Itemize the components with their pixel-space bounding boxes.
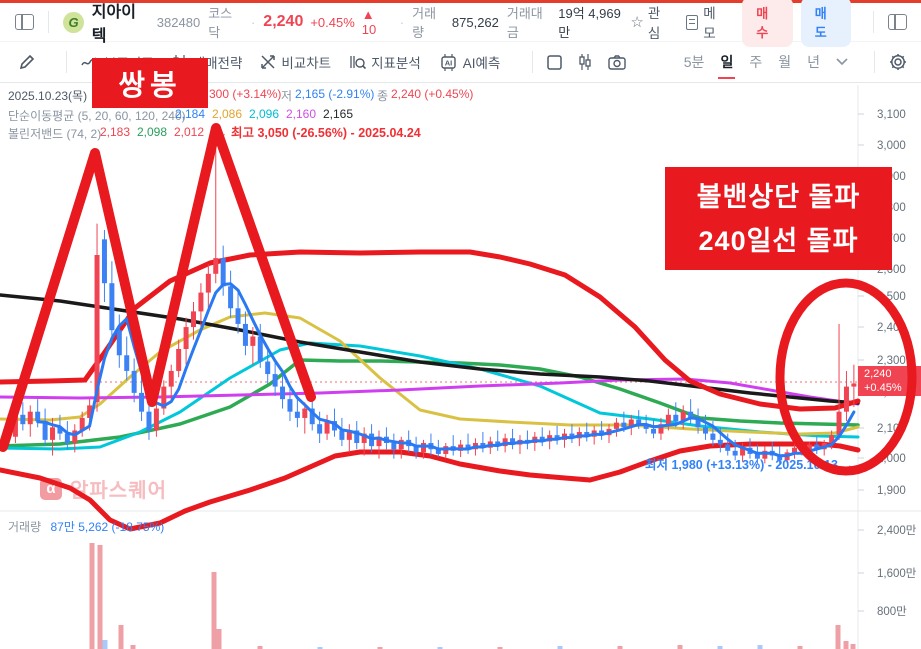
svg-text:3,000: 3,000 [877,140,906,152]
memo-icon [686,14,699,30]
chart-area[interactable] [0,85,858,510]
sma20-value: 2,086 [212,107,243,121]
volume-bar [216,629,222,649]
change-percent: +0.45% [310,14,355,30]
current-price: 2,240 [263,13,304,30]
market-label: 코스닥 [208,6,233,40]
svg-text:2,000: 2,000 [877,453,906,465]
volume-bar [118,625,124,649]
svg-text:2,400: 2,400 [877,322,906,334]
watchlist-button[interactable]: ☆ 관심 [630,6,661,41]
legend-close-value: 2,240 (+0.45%) [391,87,474,101]
svg-text:1,600만: 1,600만 [877,567,917,580]
legend-sma-label: 단순이동평균 (5, 20, 60, 120, 240) [8,109,186,123]
volume-bar [130,645,136,649]
sell-button[interactable]: 매도 [800,0,852,47]
svg-text:2,100: 2,100 [877,423,906,435]
volume-bar [211,572,217,649]
volume-bar [89,543,95,649]
tool-compare[interactable]: 비교차트 [260,52,331,72]
svg-text:2,500: 2,500 [877,291,906,303]
volume-bar [757,645,763,649]
timeframe-5min[interactable]: 5분 [683,54,705,70]
chevron-down-icon[interactable] [836,58,848,66]
legend-close-label: 종 [377,89,389,103]
magnifier-chart-icon [350,56,367,70]
chart-type-icon[interactable] [578,54,592,70]
sma5-value: 2,184 [175,107,206,121]
divider [874,51,875,73]
volume-bar [102,640,108,649]
volume-bar [835,625,841,649]
tool-analysis[interactable]: 지표분석 [349,52,421,72]
stock-logo: G [63,11,84,33]
bb-upper-value: 2,183 [100,125,131,139]
volume-bar [97,545,103,649]
volume-bar [843,641,849,649]
volume-bar [677,645,683,649]
draw-pencil-icon[interactable] [18,53,36,71]
divider [48,11,50,33]
divider [873,11,875,33]
timeframe-day[interactable]: 일 [718,54,736,79]
double-top-annotation-box: 쌍봉 [92,58,208,108]
change-amount: ▲ 10 [361,7,377,37]
svg-text:2,400만: 2,400만 [877,524,917,537]
tool-ai-predict[interactable]: AI AI예측 [439,52,500,72]
volume-label: 거래량 [412,6,437,40]
svg-text:AI: AI [445,58,453,67]
bb-mid-value: 2,098 [137,125,168,139]
svg-text:1,900: 1,900 [877,485,906,497]
stock-code: 382480 [156,14,201,30]
volume-pane-label: 거래량 [8,520,42,534]
settings-gear-icon[interactable] [889,53,907,71]
compare-x-icon [261,55,276,69]
volume-bar [850,644,856,649]
value-label: 거래대금 [506,6,543,40]
legend-low-label: 저 [281,89,293,103]
sma120-value: 2,160 [286,107,317,121]
timeframe-month[interactable]: 월 [778,54,792,70]
volume-bars-group [89,543,856,649]
svg-text:800만: 800만 [877,605,907,618]
sma60-value: 2,096 [249,107,280,121]
legend-high-partial: 300 (+3.14%) [209,87,282,101]
legend-low-value: 2,165 (-2.91%) [295,87,375,101]
stock-name: 지아이텍 [91,4,136,45]
timeframe-week[interactable]: 주 [749,54,763,70]
low-marker-note: 최저 1,980 (+13.13%) - 2025.10.13 → [645,458,854,472]
value-amount: 19억 4,969만 [558,6,621,40]
divider [66,51,67,73]
volume-pane-value: 87만 5,262 (-18.75%) [50,520,165,534]
breakout-annotation-box: 볼밴상단 돌파 240일선 돌파 [665,167,892,270]
header-bar: G 지아이텍 382480 코스닥 · 2,240 +0.45% ▲ 10 · … [0,0,921,47]
sma240-value: 2,165 [323,107,354,121]
layout-select-icon[interactable] [547,54,563,70]
star-icon: ☆ [630,14,644,31]
camera-icon[interactable] [608,54,627,70]
left-panel-toggle-icon[interactable] [15,14,35,30]
divider [532,51,534,73]
buy-button[interactable]: 매수 [742,0,793,47]
volume-legend: 거래량 87만 5,262 (-18.75%) [8,518,164,535]
legend-date: 2025.10.23(목) [8,89,88,103]
bb-lower-value: 2,012 [174,125,205,139]
legend-bb-label: 볼린저밴드 (74, 2) [8,127,102,141]
volume-value: 875,262 [451,14,499,30]
ai-chip-icon: AI [441,53,456,71]
memo-button[interactable]: 메모 [686,2,726,42]
timeframe-year[interactable]: 년 [807,54,820,70]
high-marker-note: ← 최고 3,050 (-26.56%) - 2025.04.24 [215,126,421,140]
current-price-badge: 2,240 +0.45% [858,366,921,396]
right-panel-toggle-icon[interactable] [888,14,907,30]
svg-text:3,100: 3,100 [877,109,906,121]
